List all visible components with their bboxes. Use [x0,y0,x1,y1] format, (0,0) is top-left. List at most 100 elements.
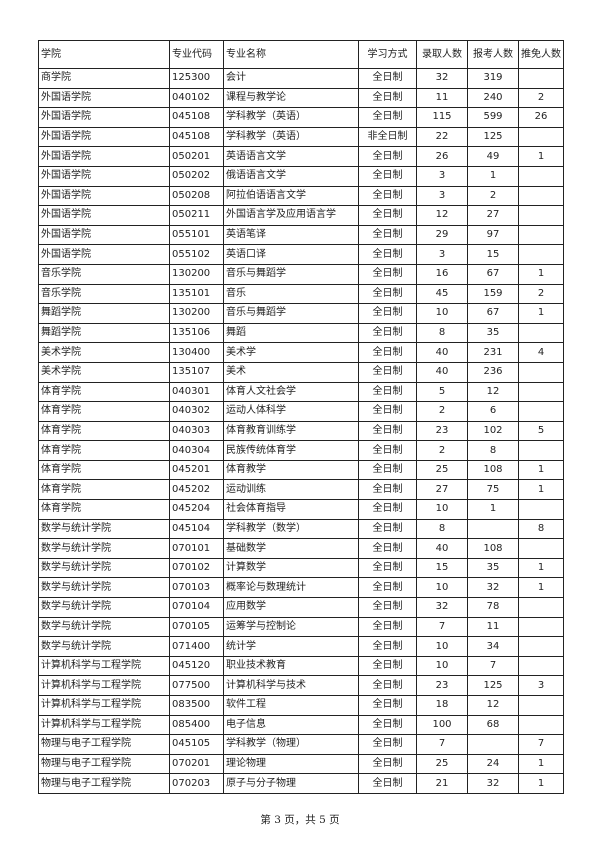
table-row: 物理与电子工程学院 070203 原子与分子物理 全日制 21 32 1 [38,773,564,794]
cell-major-code: 070201 [169,753,224,775]
cell-study-mode: 全日制 [358,773,417,794]
cell-college: 外国语学院 [38,107,170,128]
cell-college: 美术学院 [38,342,170,363]
cell-study-mode: 全日制 [358,205,417,226]
cell-major-name: 统计学 [223,636,359,657]
cell-major-code: 077500 [169,675,224,696]
cell-major-code: 040102 [169,87,224,109]
cell-admitted: 10 [416,636,468,657]
cell-applicants: 15 [467,244,519,265]
cell-major-name: 体育教学 [223,459,359,481]
cell-admitted: 25 [416,753,468,775]
cell-major-code: 070101 [169,538,224,559]
cell-applicants: 125 [467,126,519,148]
table-row: 数学与统计学院 070102 计算数学 全日制 15 35 1 [38,557,564,579]
cell-major-code: 045108 [169,107,224,128]
cell-major-name: 软件工程 [223,695,359,716]
cell-college: 物理与电子工程学院 [38,773,170,794]
cell-study-mode: 全日制 [358,459,417,481]
cell-applicants: 27 [467,205,519,226]
cell-study-mode: 全日制 [358,68,417,89]
cell-applicants: 35 [467,557,519,579]
cell-college: 数学与统计学院 [38,518,170,540]
cell-study-mode: 全日制 [358,636,417,657]
cell-exempt [518,636,564,657]
cell-major-name: 音乐与舞蹈学 [223,263,359,285]
cell-college: 数学与统计学院 [38,557,170,579]
cell-major-code: 050201 [169,146,224,167]
cell-exempt [518,322,564,344]
cell-admitted: 115 [416,107,468,128]
cell-college: 美术学院 [38,361,170,383]
cell-applicants: 6 [467,401,519,422]
cell-admitted: 40 [416,361,468,383]
cell-admitted: 32 [416,597,468,618]
cell-exempt: 3 [518,675,564,696]
table-row: 外国语学院 050208 阿拉伯语语言文学 全日制 3 2 [38,185,564,207]
cell-applicants: 102 [467,420,519,442]
table-row: 物理与电子工程学院 045105 学科教学（物理） 全日制 7 7 [38,734,564,755]
cell-exempt [518,714,564,736]
cell-college: 外国语学院 [38,244,170,265]
cell-major-code: 135101 [169,283,224,305]
table-row: 体育学院 040304 民族传统体育学 全日制 2 8 [38,440,564,461]
cell-college: 外国语学院 [38,87,170,109]
cell-major-code: 070102 [169,557,224,579]
cell-study-mode: 全日制 [358,322,417,344]
cell-applicants: 35 [467,322,519,344]
cell-exempt: 1 [518,459,564,481]
cell-college: 舞蹈学院 [38,303,170,324]
cell-major-code: 070105 [169,616,224,638]
cell-exempt [518,695,564,716]
table-row: 美术学院 135107 美术 全日制 40 236 [38,361,564,383]
cell-exempt [518,499,564,520]
cell-major-code: 045105 [169,734,224,755]
cell-exempt [518,655,564,677]
cell-study-mode: 全日制 [358,401,417,422]
table-row: 外国语学院 055102 英语口译 全日制 3 15 [38,244,564,265]
cell-college: 计算机科学与工程学院 [38,714,170,736]
cell-applicants: 599 [467,107,519,128]
cell-major-code: 085400 [169,714,224,736]
cell-exempt [518,224,564,246]
cell-study-mode: 全日制 [358,420,417,442]
cell-major-code: 130200 [169,263,224,285]
cell-admitted: 7 [416,616,468,638]
cell-major-code: 040303 [169,420,224,442]
table-header-row: 学院 专业代码 专业名称 学习方式 录取人数 报考人数 推免人数 [38,40,564,69]
cell-exempt: 5 [518,420,564,442]
cell-study-mode: 全日制 [358,557,417,579]
cell-admitted: 8 [416,518,468,540]
cell-exempt: 1 [518,577,564,599]
cell-admitted: 32 [416,68,468,89]
cell-major-name: 计算数学 [223,557,359,579]
cell-applicants: 159 [467,283,519,305]
cell-major-name: 职业技术教育 [223,655,359,677]
cell-study-mode: 全日制 [358,87,417,109]
cell-study-mode: 全日制 [358,518,417,540]
cell-study-mode: 全日制 [358,342,417,363]
cell-college: 音乐学院 [38,283,170,305]
cell-study-mode: 全日制 [358,734,417,755]
table-row: 数学与统计学院 070101 基础数学 全日制 40 108 [38,538,564,559]
table-row: 外国语学院 045108 学科教学（英语） 非全日制 22 125 [38,126,564,148]
table-row: 音乐学院 135101 音乐 全日制 45 159 2 [38,283,564,305]
table-row: 体育学院 040301 体育人文社会学 全日制 5 12 [38,381,564,403]
cell-major-code: 070104 [169,597,224,618]
cell-major-name: 应用数学 [223,597,359,618]
cell-major-code: 050211 [169,205,224,226]
cell-college: 体育学院 [38,420,170,442]
cell-study-mode: 全日制 [358,244,417,265]
cell-major-name: 运筹学与控制论 [223,616,359,638]
cell-major-code: 135107 [169,361,224,383]
cell-applicants: 67 [467,263,519,285]
cell-exempt: 8 [518,518,564,540]
cell-admitted: 100 [416,714,468,736]
cell-college: 舞蹈学院 [38,322,170,344]
cell-exempt [518,538,564,559]
cell-major-code: 045108 [169,126,224,148]
cell-applicants [467,734,519,755]
header-exempt: 推免人数 [518,40,564,69]
cell-major-name: 学科教学（物理） [223,734,359,755]
cell-college: 体育学院 [38,381,170,403]
